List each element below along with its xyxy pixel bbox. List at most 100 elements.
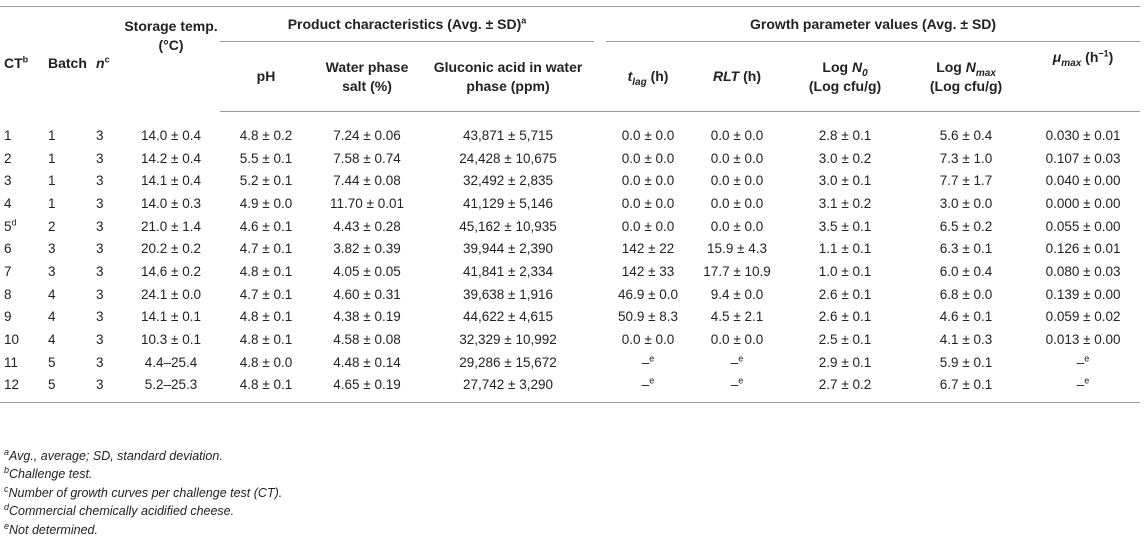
cell-salt: 3.82 ± 0.39 xyxy=(333,241,401,257)
cell-n: 3 xyxy=(96,354,104,370)
cell-nmax: 7.7 ± 1.7 xyxy=(939,173,993,189)
cell-ph: 4.8 ± 0.1 xyxy=(220,373,312,404)
footnote: dCommercial chemically acidified cheese. xyxy=(4,502,235,519)
cell-rlt: –e xyxy=(690,373,785,404)
cell-temp: 5.2–25.3 xyxy=(122,373,220,404)
cell-gluconic: 27,742 ± 3,290 xyxy=(422,373,595,404)
cell-temp: 20.2 ± 0.2 xyxy=(141,241,201,257)
cell-mu: 0.013 ± 0.00 xyxy=(1045,332,1121,348)
cell-mu: 0.126 ± 0.01 xyxy=(1045,241,1121,257)
header-group-product: Product characteristics (Avg. ± SD)a xyxy=(220,6,595,42)
cell-tlag: 0.0 ± 0.0 xyxy=(621,127,675,143)
table-row: 4 1 3 14.0 ± 0.3 4.9 ± 0.0 11.70 ± 0.01 41,129… xyxy=(0,192,1140,215)
header-n: nc xyxy=(96,54,110,71)
header-ct: CTb xyxy=(4,54,29,71)
cell-nmax: 6.8 ± 0.0 xyxy=(939,286,993,302)
table-row: 6 3 3 20.2 ± 0.2 4.7 ± 0.1 3.82 ± 0.39 39,944 … xyxy=(0,237,1140,260)
table-row: 10 4 3 10.3 ± 0.1 4.8 ± 0.1 4.58 ± 0.08 32,329… xyxy=(0,328,1140,351)
cell-nmax: 6.7 ± 0.1 xyxy=(906,373,1027,404)
cell-rlt: 17.7 ± 10.9 xyxy=(703,263,771,279)
cell-rlt: –e xyxy=(730,353,744,370)
cell-salt: 4.38 ± 0.19 xyxy=(333,309,401,325)
cell-nmax: 5.6 ± 0.4 xyxy=(939,127,993,143)
cell-mu: 0.055 ± 0.00 xyxy=(1045,218,1121,234)
header-log-n0: Log N0 (Log cfu/g) xyxy=(784,41,907,112)
cell-salt: 4.58 ± 0.08 xyxy=(333,332,401,348)
cell-n0: 1.0 ± 0.1 xyxy=(818,263,872,279)
cell-ct: 8 xyxy=(4,286,12,302)
cell-n: 3 xyxy=(96,332,104,348)
cell-ph: 4.8 ± 0.1 xyxy=(239,332,293,348)
cell-salt: 7.58 ± 0.74 xyxy=(333,150,401,166)
cell-gluconic: 41,841 ± 2,334 xyxy=(463,263,554,279)
cell-ph: 5.5 ± 0.1 xyxy=(239,150,293,166)
cell-gluconic: 32,492 ± 2,835 xyxy=(463,173,554,189)
cell-rlt: 9.4 ± 0.0 xyxy=(710,286,764,302)
cell-rlt: 0.0 ± 0.0 xyxy=(710,218,764,234)
cell-mu: 0.107 ± 0.03 xyxy=(1045,150,1121,166)
cell-rlt: 0.0 ± 0.0 xyxy=(710,173,764,189)
cell-n: 3 xyxy=(96,309,104,325)
cell-ct: 11 xyxy=(4,354,19,370)
cell-nmax: 6.3 ± 0.1 xyxy=(939,241,993,257)
cell-nmax: 5.9 ± 0.1 xyxy=(939,354,993,370)
cell-tlag: 46.9 ± 0.0 xyxy=(618,286,678,302)
cell-mu: 0.059 ± 0.02 xyxy=(1045,309,1121,325)
cell-rlt: 0.0 ± 0.0 xyxy=(710,150,764,166)
cell-mu: 0.080 ± 0.03 xyxy=(1045,263,1121,279)
cell-gluconic: 39,638 ± 1,916 xyxy=(463,286,554,302)
cell-temp: 24.1 ± 0.0 xyxy=(141,286,201,302)
header-gluconic: Gluconic acid in water phase (ppm) xyxy=(422,41,595,112)
cell-tlag: 0.0 ± 0.0 xyxy=(621,218,675,234)
cell-ph: 4.9 ± 0.0 xyxy=(239,195,293,211)
cell-temp: 21.0 ± 1.4 xyxy=(141,218,201,234)
cell-ph: 4.8 ± 0.1 xyxy=(239,263,293,279)
cell-temp: 14.6 ± 0.2 xyxy=(141,263,201,279)
cell-gluconic: 24,428 ± 10,675 xyxy=(459,150,557,166)
table-row: 7 3 3 14.6 ± 0.2 4.8 ± 0.1 4.05 ± 0.05 41,841 … xyxy=(0,260,1140,283)
cell-gluconic: 32,329 ± 10,992 xyxy=(459,332,557,348)
cell-mu: 0.000 ± 0.00 xyxy=(1045,195,1121,211)
cell-ph: 4.7 ± 0.1 xyxy=(239,241,293,257)
cell-rlt: 0.0 ± 0.0 xyxy=(710,195,764,211)
cell-gluconic: 44,622 ± 4,615 xyxy=(463,309,554,325)
cell-batch: 4 xyxy=(48,332,56,348)
cell-n: 3 xyxy=(96,195,104,211)
cell-n0: 3.1 ± 0.2 xyxy=(818,195,872,211)
table-row: 5d 2 3 21.0 ± 1.4 4.6 ± 0.1 4.43 ± 0.28 45,162… xyxy=(0,215,1140,238)
data-table: CTb Batch nc Storage temp. (°C) Product … xyxy=(0,6,1141,404)
cell-ct: 1 xyxy=(4,127,12,143)
cell-batch: 5 xyxy=(44,373,92,404)
cell-ph: 4.6 ± 0.1 xyxy=(239,218,293,234)
cell-mu: 0.040 ± 0.00 xyxy=(1045,173,1121,189)
cell-n0: 3.0 ± 0.1 xyxy=(818,173,872,189)
table-row: 11 5 3 4.4–25.4 4.8 ± 0.0 4.48 ± 0.14 29,286 ±… xyxy=(0,351,1140,374)
footnote: cNumber of growth curves per challenge t… xyxy=(4,483,283,500)
cell-tlag: 142 ± 33 xyxy=(621,263,675,279)
cell-batch: 3 xyxy=(48,263,56,279)
table-header: CTb Batch nc Storage temp. (°C) Product … xyxy=(0,6,1141,112)
cell-rlt: 15.9 ± 4.3 xyxy=(707,241,767,257)
cell-tlag: 0.0 ± 0.0 xyxy=(621,173,675,189)
cell-nmax: 7.3 ± 1.0 xyxy=(939,150,993,166)
cell-ct: 10 xyxy=(4,332,20,348)
cell-temp: 14.1 ± 0.1 xyxy=(141,309,201,325)
cell-mu: 0.139 ± 0.00 xyxy=(1045,286,1121,302)
cell-rlt: 0.0 ± 0.0 xyxy=(710,332,764,348)
cell-salt: 7.44 ± 0.08 xyxy=(333,173,401,189)
cell-n0: 2.9 ± 0.1 xyxy=(818,354,872,370)
cell-rlt: 4.5 ± 2.1 xyxy=(710,309,764,325)
header-storage-temp: Storage temp. (°C) xyxy=(124,18,218,53)
cell-batch: 1 xyxy=(48,127,56,143)
cell-temp: 14.1 ± 0.4 xyxy=(141,173,201,189)
cell-mu: –e xyxy=(1026,373,1141,404)
table-row: 9 4 3 14.1 ± 0.1 4.8 ± 0.1 4.38 ± 0.19 44,622 … xyxy=(0,306,1140,329)
header-group-growth: Growth parameter values (Avg. ± SD) xyxy=(606,6,1141,42)
cell-salt: 4.05 ± 0.05 xyxy=(333,263,401,279)
cell-ct: 4 xyxy=(4,195,12,211)
header-mu-max: μmax (h−1) xyxy=(1026,41,1141,112)
cell-ph: 4.8 ± 0.2 xyxy=(239,127,293,143)
table-row: 2 1 3 14.2 ± 0.4 5.5 ± 0.1 7.58 ± 0.74 24,428 … xyxy=(0,147,1140,170)
cell-n: 3 xyxy=(96,241,104,257)
